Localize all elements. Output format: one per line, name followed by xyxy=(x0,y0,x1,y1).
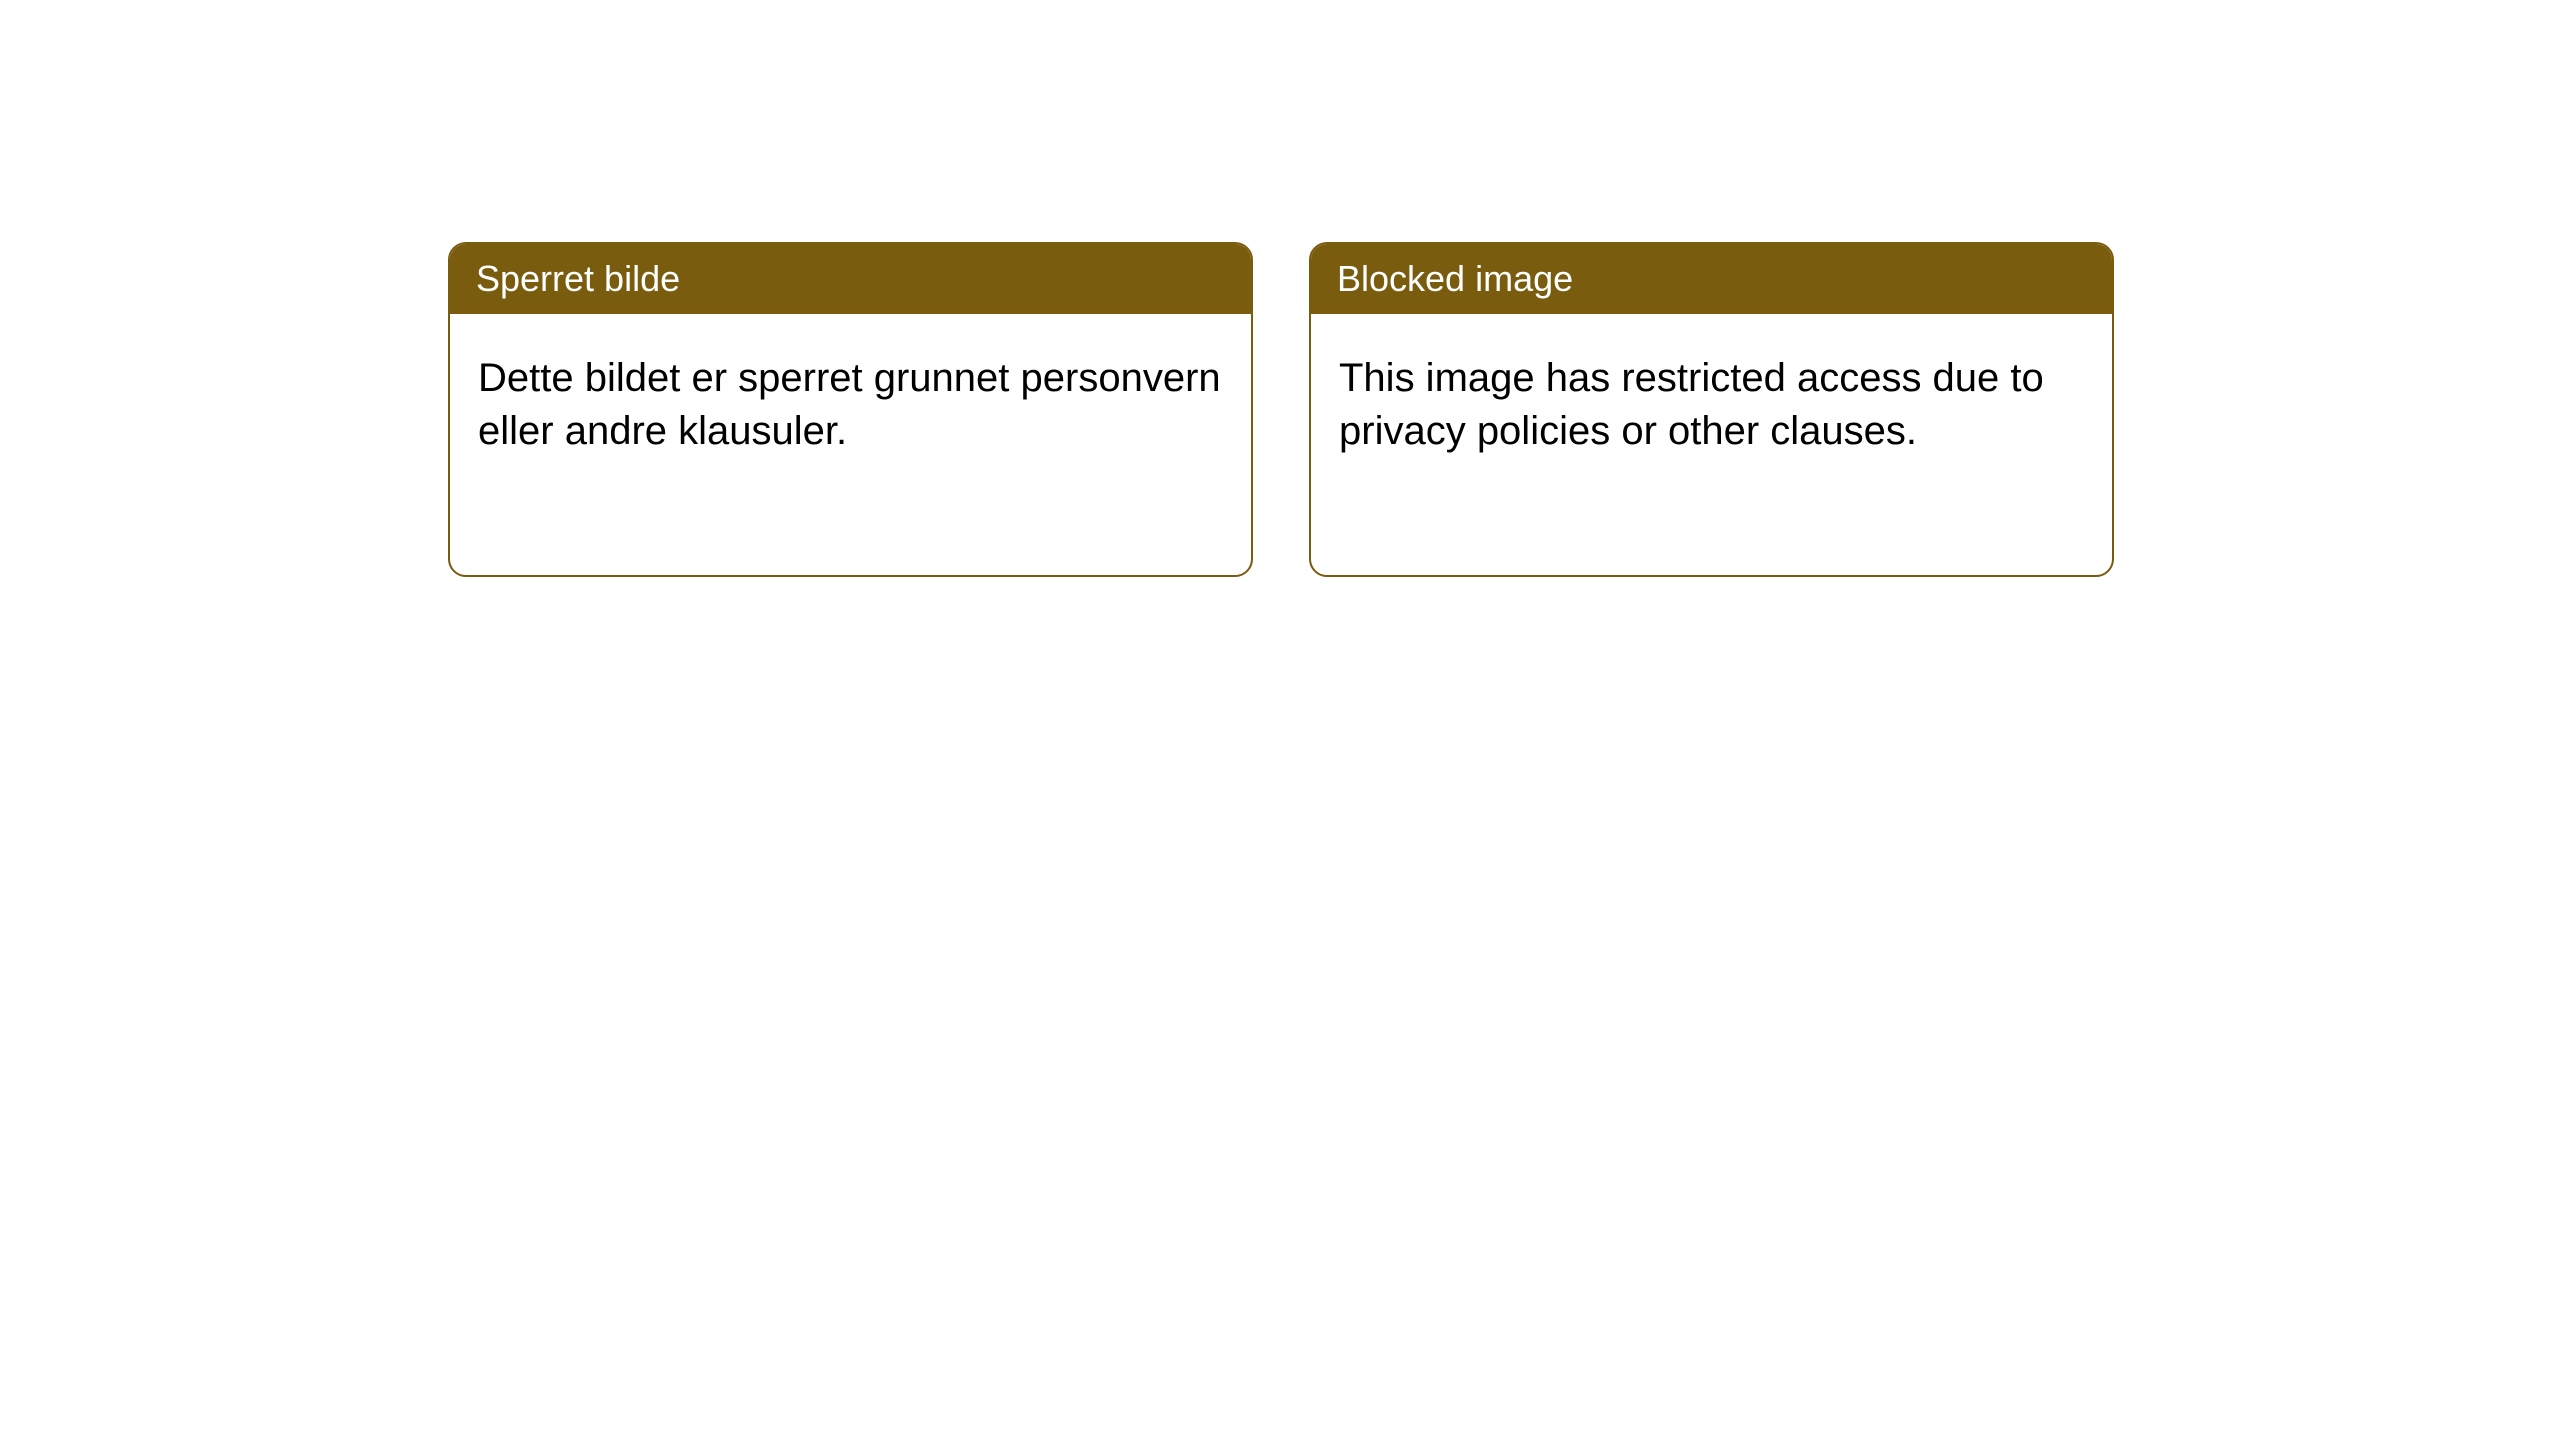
card-body-no: Dette bildet er sperret grunnet personve… xyxy=(450,314,1251,496)
card-header-en: Blocked image xyxy=(1311,244,2112,314)
card-title-no: Sperret bilde xyxy=(476,258,680,299)
blocked-image-card-en: Blocked image This image has restricted … xyxy=(1309,242,2114,577)
card-text-no: Dette bildet er sperret grunnet personve… xyxy=(478,356,1221,453)
card-title-en: Blocked image xyxy=(1337,258,1573,299)
card-header-no: Sperret bilde xyxy=(450,244,1251,314)
blocked-image-card-no: Sperret bilde Dette bildet er sperret gr… xyxy=(448,242,1253,577)
card-text-en: This image has restricted access due to … xyxy=(1339,356,2044,453)
cards-container: Sperret bilde Dette bildet er sperret gr… xyxy=(448,242,2114,577)
card-body-en: This image has restricted access due to … xyxy=(1311,314,2112,496)
